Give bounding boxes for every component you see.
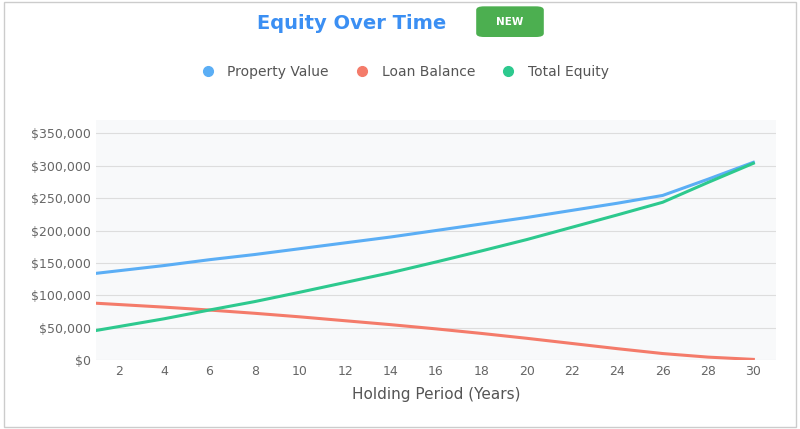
FancyBboxPatch shape [476,6,544,37]
X-axis label: Holding Period (Years): Holding Period (Years) [352,387,520,402]
Legend: Property Value, Loan Balance, Total Equity: Property Value, Loan Balance, Total Equi… [190,60,614,85]
Text: NEW: NEW [496,17,524,27]
Text: Equity Over Time: Equity Over Time [258,14,446,33]
